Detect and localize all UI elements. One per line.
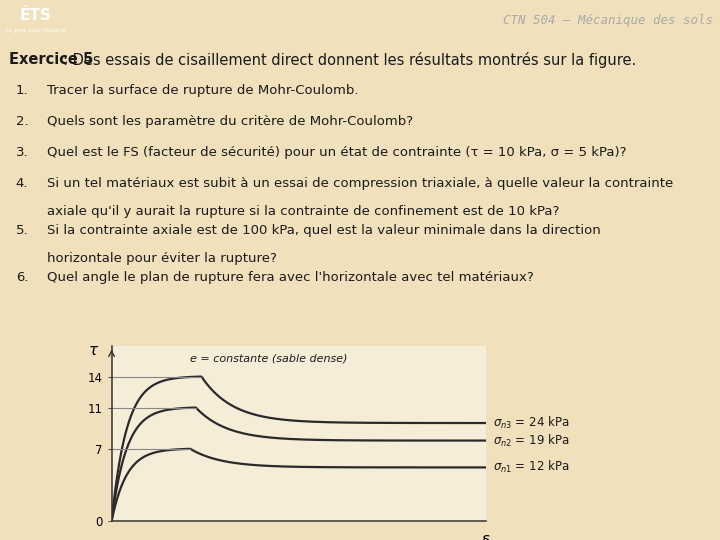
Text: : Des essais de cisaillement direct donnent les résultats montrés sur la figure.: : Des essais de cisaillement direct donn…: [63, 52, 636, 68]
Text: Quel est le FS (facteur de sécurité) pour un état de contrainte (τ = 10 kPa, σ =: Quel est le FS (facteur de sécurité) pou…: [47, 146, 626, 159]
Text: $\sigma_{n2}$ = 19 kPa: $\sigma_{n2}$ = 19 kPa: [493, 433, 570, 449]
Text: $\sigma_{n1}$ = 12 kPa: $\sigma_{n1}$ = 12 kPa: [493, 460, 570, 475]
Text: τ: τ: [89, 343, 97, 358]
Text: CTN 504 – Mécanique des sols: CTN 504 – Mécanique des sols: [503, 15, 713, 28]
Text: Si la contrainte axiale est de 100 kPa, quel est la valeur minimale dans la dire: Si la contrainte axiale est de 100 kPa, …: [47, 224, 600, 237]
Text: δ: δ: [481, 535, 491, 540]
Text: ÉTS: ÉTS: [20, 8, 52, 23]
Text: 2.: 2.: [16, 115, 29, 128]
Text: Exercice 5: Exercice 5: [9, 52, 93, 67]
Text: 3.: 3.: [16, 146, 29, 159]
Text: Quels sont les paramètre du critère de Mohr-Coulomb?: Quels sont les paramètre du critère de M…: [47, 115, 413, 128]
Text: $\sigma_{n3}$ = 24 kPa: $\sigma_{n3}$ = 24 kPa: [493, 415, 570, 431]
Text: 5.: 5.: [16, 224, 29, 237]
Text: 6.: 6.: [16, 271, 28, 285]
Text: Tracer la surface de rupture de Mohr-Coulomb.: Tracer la surface de rupture de Mohr-Cou…: [47, 84, 359, 97]
Text: 1.: 1.: [16, 84, 29, 97]
Text: 4.: 4.: [16, 177, 28, 190]
Text: horizontale pour éviter la rupture?: horizontale pour éviter la rupture?: [47, 252, 276, 265]
Text: Si un tel matériaux est subit à un essai de compression triaxiale, à quelle vale: Si un tel matériaux est subit à un essai…: [47, 177, 673, 190]
Text: axiale qu'il y aurait la rupture si la contrainte de confinement est de 10 kPa?: axiale qu'il y aurait la rupture si la c…: [47, 205, 559, 218]
Text: La génie pour l'industrie: La génie pour l'industrie: [6, 28, 66, 33]
Text: e = constante (sable dense): e = constante (sable dense): [190, 353, 348, 363]
Text: Quel angle le plan de rupture fera avec l'horizontale avec tel matériaux?: Quel angle le plan de rupture fera avec …: [47, 271, 534, 285]
